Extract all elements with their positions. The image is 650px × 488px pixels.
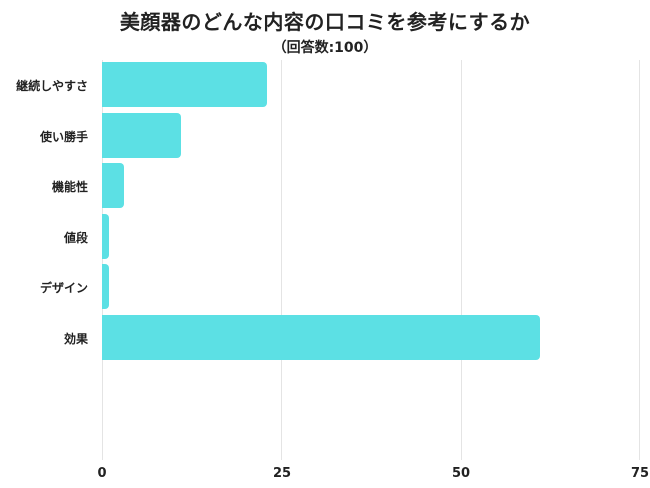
gridline-25 [281,60,282,460]
bar [102,163,124,208]
chart-title: 美顔器のどんな内容の口コミを参考にするか [119,10,531,34]
y-axis-line [102,60,103,460]
x-tick-25: 25 [272,466,292,481]
plot-area [102,60,640,460]
gridline-75 [639,60,640,460]
bar [102,314,540,360]
category-label: 機能性 [51,180,88,194]
chart-subtitle: （回答数:100） [272,40,378,56]
gridline-50 [461,60,462,460]
category-label: 効果 [63,331,88,346]
category-label: デザイン [39,281,88,295]
bar [102,264,110,309]
x-tick-0: 0 [97,466,107,481]
bar [102,213,110,259]
bar [102,62,267,107]
bar [102,112,181,158]
x-tick-75: 75 [630,466,650,481]
category-label: 使い勝手 [39,129,88,144]
category-label: 継続しやすさ [16,79,88,93]
x-tick-50: 50 [451,466,471,481]
category-label: 値段 [63,230,88,245]
